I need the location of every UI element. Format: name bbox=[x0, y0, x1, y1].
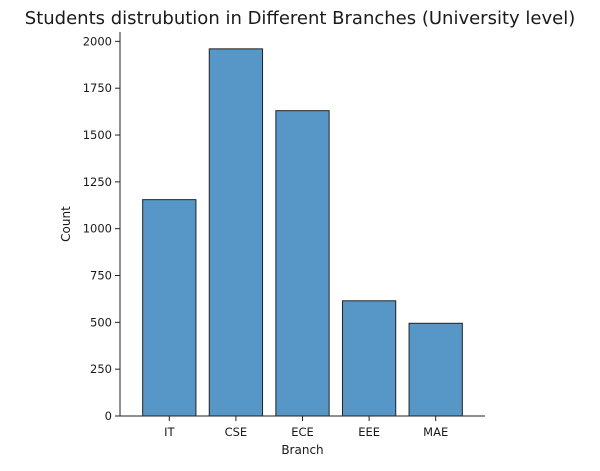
y-tick-label: 1750 bbox=[83, 81, 112, 95]
y-tick-label: 2000 bbox=[83, 34, 112, 48]
bar-mae bbox=[408, 322, 463, 417]
y-tick-label: 1000 bbox=[83, 222, 112, 236]
x-axis-label: Branch bbox=[281, 443, 323, 457]
y-tick-label: 0 bbox=[105, 409, 112, 423]
y-tick-label: 1500 bbox=[83, 128, 112, 142]
x-tick-label: EEE bbox=[358, 425, 380, 439]
y-tick-label: 1250 bbox=[83, 175, 112, 189]
bar-it bbox=[142, 199, 197, 417]
bar-eee bbox=[341, 300, 397, 417]
x-tick-label: ECE bbox=[291, 425, 314, 439]
y-tick-label: 750 bbox=[90, 269, 112, 283]
bars-group bbox=[142, 48, 463, 417]
x-tick-label: MAE bbox=[423, 425, 448, 439]
bar-cse bbox=[208, 48, 264, 417]
bar-ece bbox=[275, 110, 330, 417]
y-axis-label: Count bbox=[59, 206, 73, 242]
y-tick-label: 500 bbox=[90, 315, 112, 329]
x-tick-label: CSE bbox=[225, 425, 248, 439]
y-axis-ticks: 0 250 500 750 1000 1250 1500 1750 2000 bbox=[83, 34, 120, 423]
chart-title: Students distrubution in Different Branc… bbox=[25, 8, 575, 29]
x-axis-ticks: IT CSE ECE EEE MAE bbox=[164, 416, 448, 439]
x-tick-label: IT bbox=[164, 425, 175, 439]
y-tick-label: 250 bbox=[90, 362, 112, 376]
